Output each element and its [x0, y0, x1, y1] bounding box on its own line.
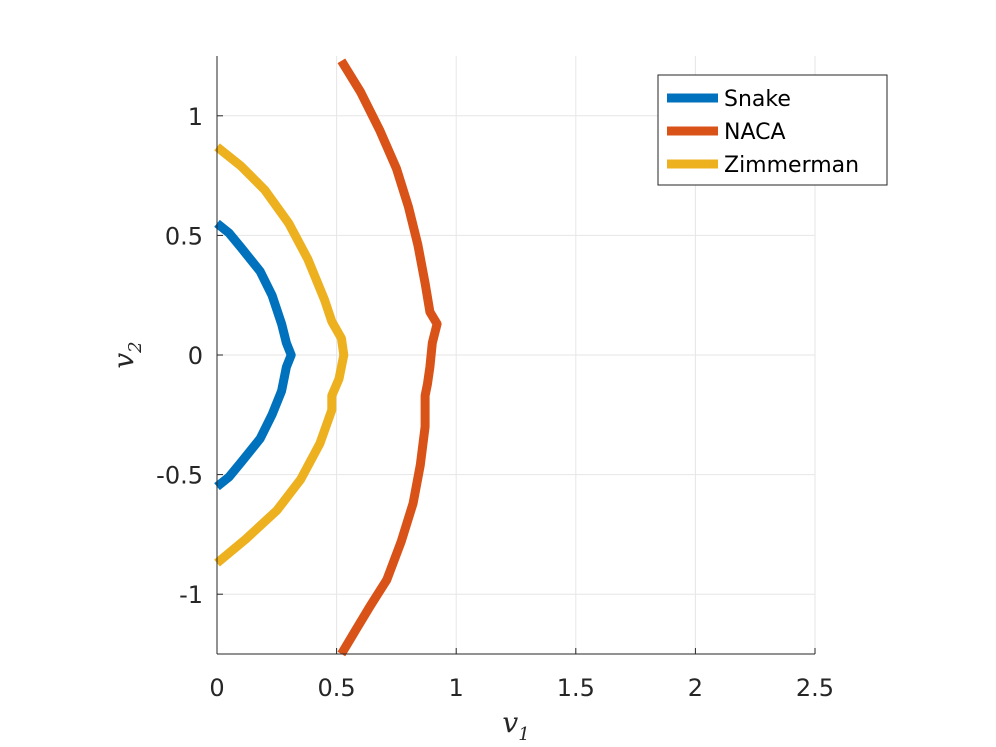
x-tick-label: 2.5 — [796, 674, 834, 702]
x-axis-label-base: v — [502, 706, 518, 739]
x-tick-label: 0.5 — [318, 674, 356, 702]
ticks — [216, 115, 816, 654]
x-tick-label: 0 — [209, 674, 224, 702]
x-tick-label: 1.5 — [557, 674, 595, 702]
y-axis-label: v2 — [107, 341, 146, 368]
tick-labels: 0 0.5 1 1.5 2 2.5 -1 -0.5 0 0.5 1 — [156, 103, 834, 702]
series-line-zimmerman — [214, 143, 349, 567]
legend-label-zimmerman: Zimmerman — [724, 153, 859, 178]
y-tick-label: 0.5 — [165, 222, 203, 250]
y-tick-label: 1 — [188, 103, 203, 131]
x-axis-label-subscript: 1 — [518, 724, 529, 745]
series-line-snake — [214, 219, 296, 491]
legend-label-snake: Snake — [724, 87, 791, 112]
x-tick-label: 1 — [449, 674, 464, 702]
y-tick-label: -0.5 — [156, 462, 203, 490]
y-tick-label: -1 — [179, 581, 203, 609]
legend: Snake NACA Zimmerman — [657, 74, 888, 186]
y-tick-label: 0 — [188, 342, 203, 370]
series-line-naca — [337, 58, 442, 657]
series-lines — [214, 58, 442, 657]
x-tick-label: 2 — [688, 674, 703, 702]
legend-label-naca: NACA — [724, 120, 786, 145]
y-axis-label-base: v — [107, 353, 140, 369]
x-axis-label: v1 — [502, 706, 529, 745]
y-axis-label-subscript: 2 — [125, 341, 146, 353]
